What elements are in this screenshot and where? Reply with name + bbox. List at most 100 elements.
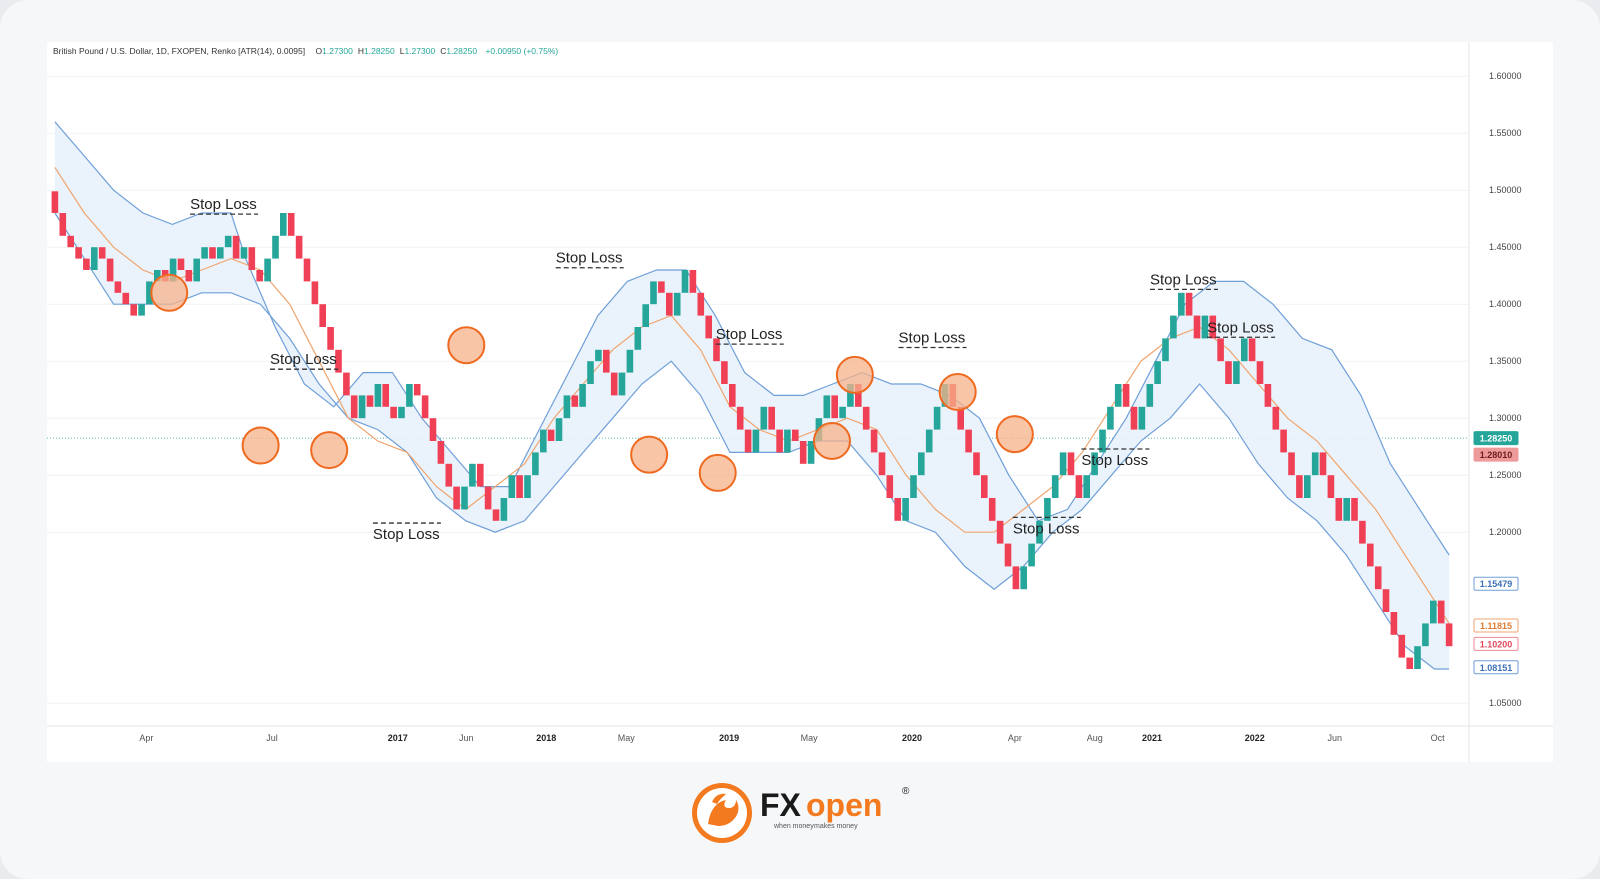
renko-brick-down — [799, 441, 807, 464]
renko-brick-down — [1374, 566, 1382, 590]
renko-brick-up — [642, 304, 649, 327]
renko-brick-up — [91, 247, 98, 270]
price-tag-box — [1473, 576, 1519, 591]
renko-brick-down — [248, 247, 256, 270]
renko-brick-down — [1406, 657, 1413, 669]
renko-brick-down — [453, 486, 460, 510]
renko-brick-up — [650, 281, 657, 305]
price-tag-label: 1.28010 — [1480, 450, 1513, 460]
renko-brick-down — [295, 235, 303, 259]
renko-brick-up — [1201, 315, 1209, 339]
renko-brick-down — [390, 406, 397, 419]
renko-brick-down — [1130, 406, 1138, 430]
renko-brick-down — [1225, 361, 1232, 384]
renko-chart: Stop Loss Stop Loss Stop Loss Stop Loss Stop… — [47, 42, 1553, 762]
renko-brick-down — [51, 191, 59, 213]
renko-brick-down — [610, 372, 618, 396]
renko-brick-down — [319, 304, 326, 327]
y-tick-label: 1.05000 — [1489, 698, 1522, 708]
renko-brick-down — [1382, 589, 1390, 612]
renko-brick-up — [540, 429, 547, 453]
renko-brick-up — [626, 349, 634, 373]
ohlc-value-H: 1.28250 — [364, 46, 395, 56]
renko-brick-up — [193, 258, 200, 282]
renko-brick-up — [264, 258, 271, 282]
price-grid — [47, 75, 1469, 704]
signal-circle — [150, 273, 189, 312]
x-tick-label: Apr — [139, 733, 153, 743]
renko-brick-up — [406, 384, 413, 407]
ohlc-value-C: 1.28250 — [446, 46, 477, 56]
logo-tagline-1: when money — [773, 823, 814, 830]
renko-brick-down — [855, 384, 862, 407]
x-tick-label: 2022 — [1245, 733, 1265, 743]
price-tag-label: 1.10200 — [1480, 639, 1513, 649]
renko-brick-down — [981, 475, 988, 498]
renko-brick-down — [894, 498, 901, 521]
renko-brick-up — [1028, 543, 1035, 567]
x-tick-label: 2017 — [388, 733, 408, 743]
renko-brick-up — [673, 292, 681, 316]
renko-brick-down — [870, 429, 878, 453]
renko-brick-down — [603, 349, 610, 373]
renko-brick-down — [862, 406, 870, 430]
x-tick-label: 2020 — [902, 733, 922, 743]
renko-brick-down — [83, 258, 90, 270]
renko-brick-down — [996, 520, 1004, 544]
renko-brick-up — [902, 498, 909, 521]
x-tick-label: Jun — [459, 733, 474, 743]
renko-brick-up — [1059, 452, 1067, 476]
x-tick-label: Aug — [1087, 733, 1103, 743]
renko-brick-up — [1020, 566, 1027, 590]
y-tick-label: 1.20000 — [1489, 527, 1522, 537]
renko-brick-down — [957, 406, 964, 430]
renko-brick-down — [1185, 292, 1193, 316]
y-tick-label: 1.30000 — [1489, 413, 1522, 423]
renko-brick-down — [1367, 543, 1374, 567]
signal-circle — [812, 422, 851, 460]
chart-area: Stop Loss Stop Loss Stop Loss Stop Loss Stop… — [47, 42, 1553, 762]
renko-brick-up — [1233, 361, 1240, 384]
renko-brick-down — [1390, 612, 1398, 635]
renko-brick-down — [1296, 475, 1303, 498]
renko-brick-down — [1437, 600, 1445, 624]
renko-brick-down — [1067, 452, 1075, 476]
renko-brick-down — [335, 349, 342, 373]
renko-brick-up — [1107, 406, 1114, 430]
renko-brick-down — [1288, 452, 1295, 476]
renko-brick-down — [878, 452, 886, 476]
renko-brick-down — [1075, 475, 1083, 498]
price-tags: 1.28250 1.28010 1.15479 1.11815 1.10200 1.081… — [1473, 431, 1519, 675]
stop-loss-label: Stop Loss — [373, 526, 440, 543]
band-fill — [54, 121, 1450, 670]
x-tick-label: Apr — [1008, 733, 1022, 743]
time-axis: Apr Jul 2017 Jun 2018 May 2019 May 2020 Apr Aug 202… — [47, 725, 1553, 743]
stop-loss-label: Stop Loss — [1150, 271, 1217, 288]
renko-brick-down — [350, 395, 358, 419]
renko-brick-down — [98, 247, 106, 259]
renko-brick-down — [1012, 566, 1020, 590]
renko-brick-down — [75, 247, 82, 259]
renko-brick-up — [784, 429, 791, 453]
renko-brick-down — [303, 258, 311, 282]
renko-brick-down — [1445, 623, 1453, 647]
signal-circles — [150, 273, 1034, 492]
renko-brick-down — [343, 372, 350, 396]
renko-brick-down — [571, 395, 579, 407]
renko-brick-down — [1351, 498, 1358, 521]
renko-brick-up — [839, 406, 846, 419]
renko-brick-down — [744, 429, 752, 453]
renko-brick-up — [807, 441, 815, 464]
renko-brick-up — [933, 406, 941, 430]
fxopen-logo: FX open ® when money makes money — [690, 780, 930, 846]
renko-brick-down — [736, 406, 744, 430]
renko-brick-up — [154, 270, 161, 282]
renko-brick-up — [760, 406, 768, 430]
renko-brick-down — [429, 418, 437, 441]
renko-brick-down — [1398, 634, 1406, 658]
upper-band-line — [54, 121, 1450, 556]
renko-brick-up — [1241, 338, 1248, 362]
logo-registered: ® — [902, 786, 910, 797]
stop-loss-annotations: Stop Loss Stop Loss Stop Loss Stop Loss Stop… — [190, 196, 1276, 543]
y-tick-label: 1.25000 — [1489, 470, 1522, 480]
